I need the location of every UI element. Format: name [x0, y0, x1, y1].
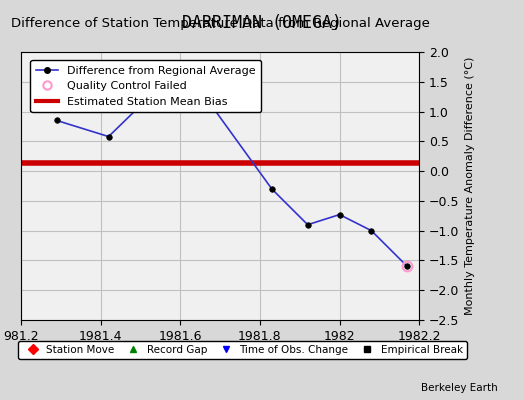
Y-axis label: Monthly Temperature Anomaly Difference (°C): Monthly Temperature Anomaly Difference (…	[465, 57, 475, 315]
Title: Difference of Station Temperature Data from Regional Average: Difference of Station Temperature Data f…	[10, 17, 430, 30]
Text: DARRIMAN (OMEGA): DARRIMAN (OMEGA)	[182, 14, 342, 32]
Text: Berkeley Earth: Berkeley Earth	[421, 383, 498, 393]
Legend: Station Move, Record Gap, Time of Obs. Change, Empirical Break: Station Move, Record Gap, Time of Obs. C…	[18, 341, 467, 359]
